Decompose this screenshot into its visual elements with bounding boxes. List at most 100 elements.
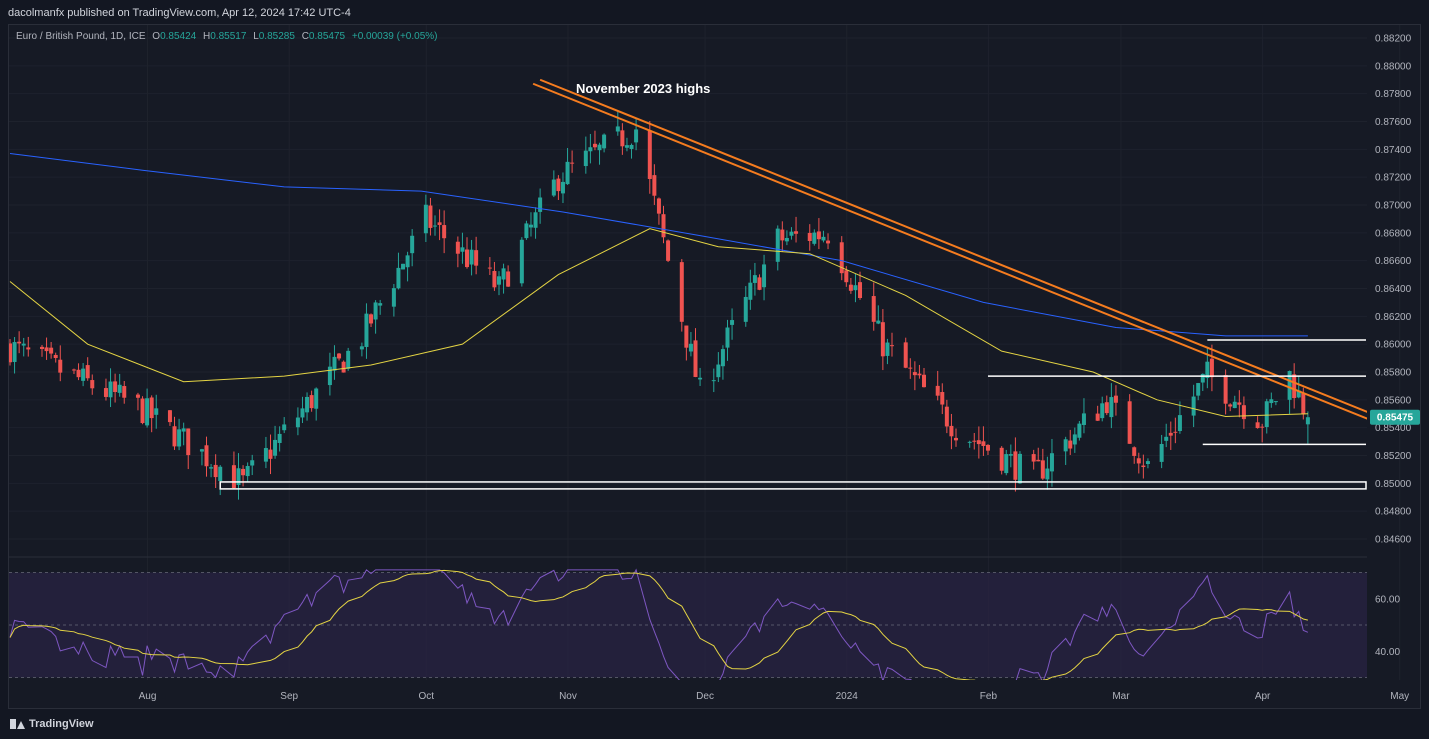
candle-body (241, 468, 246, 476)
candle-body (1255, 422, 1260, 429)
candle-body (1287, 371, 1292, 400)
candle-body (58, 359, 63, 373)
x-tick-label: Sep (280, 691, 298, 702)
candle-body (999, 447, 1004, 471)
candle-body (711, 380, 716, 382)
candle-body (364, 313, 369, 347)
support-zone-box[interactable] (219, 481, 1367, 490)
candle-body (145, 398, 150, 426)
candle-body (1132, 447, 1137, 456)
candle-body (519, 239, 524, 284)
candle-body (1301, 393, 1306, 415)
candle-body (725, 327, 730, 348)
candle-body (359, 346, 364, 350)
candle-body (538, 197, 543, 212)
candle-body (410, 235, 415, 254)
candle-body (912, 372, 917, 376)
x-tick-label: May (1390, 691, 1409, 702)
candle-body (1136, 458, 1141, 464)
candle-body (944, 406, 949, 427)
candle-body (437, 222, 442, 225)
candle-body (273, 439, 278, 456)
candle-body (44, 347, 49, 352)
candle-body (12, 342, 17, 362)
candle-body (656, 198, 661, 214)
candle-body (213, 464, 218, 478)
candle-body (1209, 358, 1214, 378)
candle-body (39, 346, 44, 349)
candle-body (556, 178, 561, 192)
candle-body (784, 237, 789, 242)
candle-body (752, 275, 757, 283)
candle-body (1045, 468, 1050, 480)
candle-body (341, 361, 346, 373)
candle-body (1269, 399, 1274, 404)
candle-body (49, 347, 54, 354)
candle-body (465, 249, 469, 268)
candle-body (967, 441, 972, 443)
candle-body (506, 271, 511, 287)
candle-body (177, 429, 182, 447)
candle-body (487, 267, 492, 269)
candle-body (337, 353, 342, 359)
candle-body (698, 377, 703, 380)
y-tick-label: 0.87000 (1375, 201, 1412, 212)
candle-body (263, 448, 268, 462)
candle-body (826, 240, 831, 244)
candle-body (21, 343, 26, 346)
candle-body (1164, 436, 1169, 441)
candle-body (117, 384, 122, 393)
y-tick-label: 0.87200 (1375, 173, 1412, 184)
candle-body (620, 130, 625, 147)
candle-body (903, 342, 908, 368)
y-tick-label: 0.88000 (1375, 61, 1412, 72)
candle-body (53, 354, 58, 358)
x-tick-label: Apr (1255, 691, 1271, 702)
overlays (9, 78, 1429, 490)
candle-body (583, 150, 588, 167)
candle-body (103, 388, 108, 397)
trendline-lower[interactable] (532, 82, 1425, 442)
candle-body (858, 282, 863, 299)
trendline-upper[interactable] (539, 78, 1429, 438)
last-price-label: 0.85475 (1377, 413, 1414, 424)
candle-body (309, 395, 314, 409)
candle-body (135, 394, 140, 398)
candle-body (140, 398, 145, 424)
y-tick-label: 0.87800 (1375, 89, 1412, 100)
low-value: 0.85285 (258, 31, 295, 42)
candle-body (570, 162, 575, 164)
candle-body (154, 408, 159, 415)
candle-body (76, 369, 81, 378)
candle-body (149, 397, 154, 419)
candle-body (204, 445, 209, 467)
y-tick-label: 0.85600 (1375, 395, 1412, 406)
candle-body (1296, 390, 1301, 398)
candle-body (528, 224, 533, 228)
candle-body (871, 296, 876, 322)
candle-body (624, 145, 629, 148)
candle-body (1095, 413, 1100, 421)
candle-body (775, 228, 780, 262)
candle-body (282, 424, 287, 431)
candle-body (885, 342, 890, 356)
candle-body (1017, 453, 1022, 484)
x-axis: Aug Sep Oct Nov Dec 2024 Feb Mar Apr May (139, 691, 1410, 702)
candle-body (524, 223, 529, 239)
y-tick-label: 0.88200 (1375, 34, 1412, 45)
candle-body (391, 288, 396, 307)
candle-body (90, 380, 95, 389)
top-bar: dacolmanfx published on TradingView.com,… (0, 0, 1429, 24)
candle-body (428, 205, 433, 228)
tradingview-brand[interactable]: TradingView (10, 716, 94, 732)
candle-body (1031, 454, 1036, 462)
candle-body (378, 303, 383, 306)
candle-body (1049, 453, 1054, 472)
candle-body (1173, 431, 1178, 433)
candle-body (209, 467, 214, 469)
y-tick-label: 0.87600 (1375, 117, 1412, 128)
candle-body (917, 373, 922, 376)
y-tick-label: 0.86600 (1375, 256, 1412, 267)
candle-body (533, 212, 538, 228)
